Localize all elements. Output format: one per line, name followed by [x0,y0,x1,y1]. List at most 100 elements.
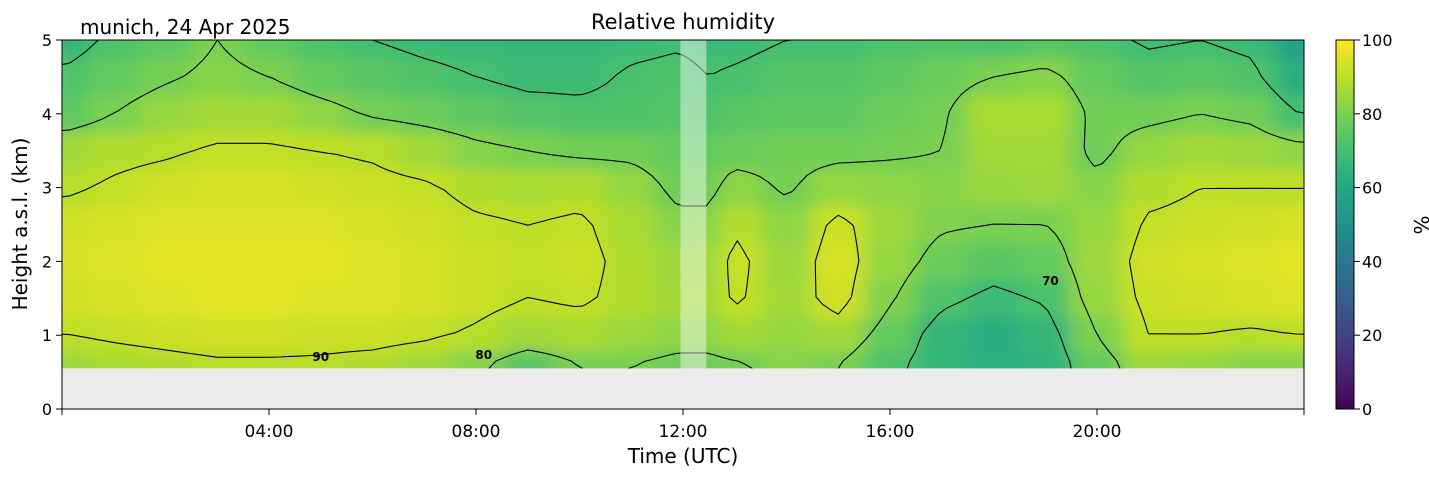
heat-cell [1174,242,1227,281]
heat-cell [604,40,656,59]
heat-cell [139,131,192,170]
contour-line-70 [62,40,1304,369]
heat-cell [346,168,399,207]
heat-cell [1122,94,1176,133]
y-tick-label: 0 [42,400,52,419]
heat-cell [692,57,723,96]
heat-cell [721,131,762,170]
heat-cell [1122,131,1176,170]
heat-cell [915,316,969,351]
x-tick-label: 12:00 [659,422,708,442]
heat-cell [1275,205,1304,244]
heat-cell [242,242,296,281]
heat-cell [1174,279,1227,318]
heat-cell [89,205,141,244]
heat-cell [863,242,917,281]
heat-cell [242,349,296,369]
y-axis: 0 1 2 3 4 5 [42,31,62,419]
heat-cell [915,349,969,369]
heat-cell [604,205,656,244]
x-tick-label: 04:00 [245,422,294,442]
heat-cell [190,279,244,318]
heat-cell [915,94,969,133]
heat-cell [863,168,917,207]
heat-cell [654,131,694,170]
heat-cell [1275,131,1304,170]
heat-cell [190,205,244,244]
heat-cell [242,279,296,318]
heat-cell [501,168,555,207]
heat-cell [190,316,244,351]
heat-cell [1070,131,1124,170]
heat-cell [721,40,762,59]
heat-cell [449,94,503,133]
heat-cell [501,40,555,59]
heat-cell [62,316,91,351]
heat-cell [501,205,555,244]
heat-cell [397,242,451,281]
heat-cell [1122,40,1176,59]
heat-cell [654,316,694,351]
heat-cell [1275,242,1304,281]
heat-cell [1070,279,1124,318]
heat-cell [1225,168,1277,207]
heat-cell [721,316,762,351]
heat-cell [397,279,451,318]
heat-cell [1275,316,1304,351]
heat-cell [811,57,865,96]
heat-cell [654,242,694,281]
heat-cell [397,205,451,244]
heat-cell [294,57,348,96]
heat-cell [760,349,813,369]
heat-cell [89,242,141,281]
heat-cell [915,168,969,207]
heat-cell [449,242,503,281]
y-tick-label: 4 [42,105,52,124]
heat-cell [242,40,296,59]
heat-cell [1275,168,1304,207]
heat-cell [967,94,1020,133]
heat-cell [139,205,192,244]
heat-cell [654,40,694,59]
heat-cell [692,168,723,207]
heat-cell [294,94,348,133]
heat-cell [449,316,503,351]
heat-cell [654,205,694,244]
heat-cell [811,316,865,351]
heat-cell [915,205,969,244]
heat-cell [89,57,141,96]
heat-cell [139,57,192,96]
heat-cell [397,40,451,59]
heat-cell [501,57,555,96]
heat-cell [604,94,656,133]
heat-cell [1122,168,1176,207]
heat-cell [553,40,606,59]
heat-cell [1070,205,1124,244]
heat-cell [967,349,1020,369]
heat-cell [449,131,503,170]
y-axis-label: Height a.s.l. (km) [8,138,32,311]
colorbar-tick-label: 20 [1362,326,1382,345]
heat-cell [1070,242,1124,281]
heat-cell [190,349,244,369]
heat-cell [692,40,723,59]
heat-cell [1070,94,1124,133]
heat-cell [863,349,917,369]
contour-label: 90 [312,350,329,364]
heat-cell [1174,57,1227,96]
heat-cell [721,94,762,133]
heat-cell [1122,242,1176,281]
heat-cell [1018,94,1072,133]
x-tick-label: 20:00 [1073,422,1122,442]
heat-cell [1122,205,1176,244]
heat-cell [553,131,606,170]
heat-cell [449,279,503,318]
colorbar-tick-label: 0 [1362,400,1372,419]
contour-labels: 90 80 70 [312,274,1058,364]
heat-cell [62,279,91,318]
x-tick-label: 16:00 [866,422,915,442]
heat-cell [1070,168,1124,207]
heat-cell [449,168,503,207]
heat-cell [760,316,813,351]
heat-cell [863,131,917,170]
